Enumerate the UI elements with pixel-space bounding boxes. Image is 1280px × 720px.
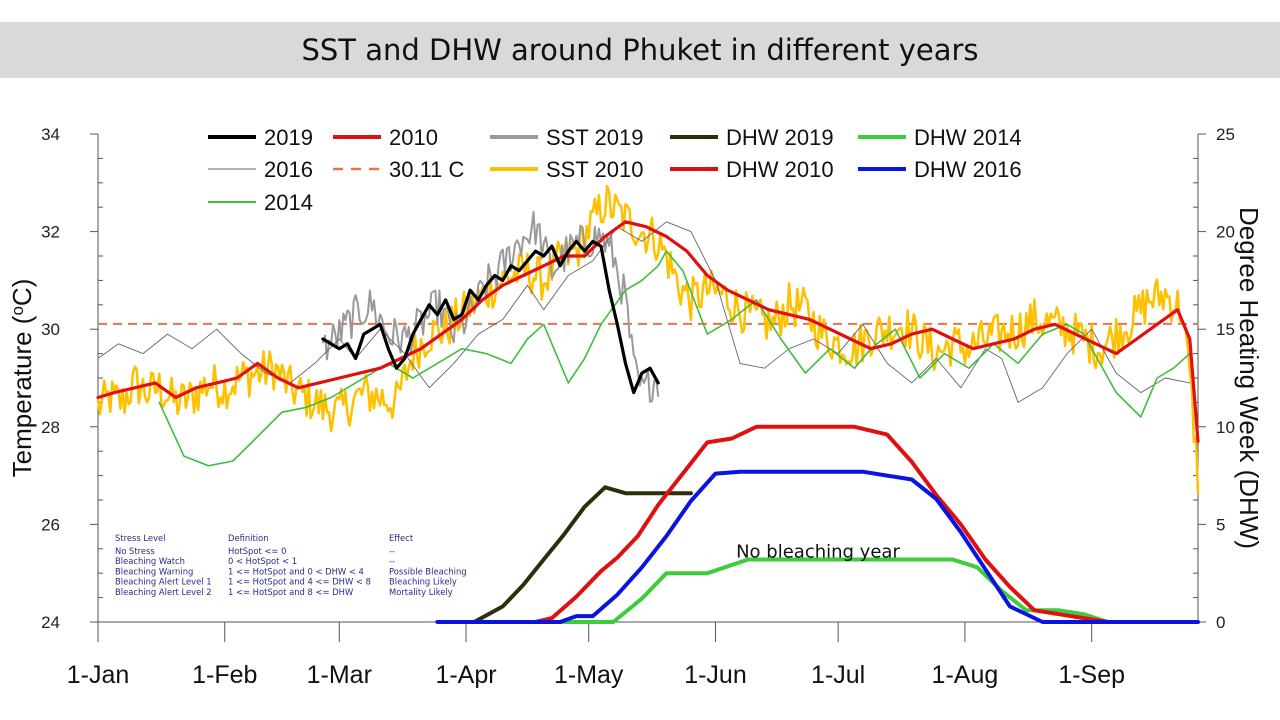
stress-table-header-effect: Effect bbox=[389, 533, 414, 543]
stress-table-cell: Bleaching Warning bbox=[115, 566, 193, 576]
chart-title: SST and DHW around Phuket in different y… bbox=[301, 33, 979, 67]
x-tick-label-1-sep: 1-Sep bbox=[1058, 661, 1125, 689]
series-sst-2010 bbox=[96, 184, 1200, 495]
y-right-tick-label: 10 bbox=[1216, 418, 1235, 437]
y-right-tick-label: 20 bbox=[1216, 223, 1235, 242]
series-dhw-2019 bbox=[472, 485, 693, 624]
y-right-tick-label: 5 bbox=[1216, 515, 1225, 534]
stress-table-cell: 1 <= HotSpot and 8 <= DHW bbox=[228, 587, 353, 597]
stress-table-cell: Bleaching Alert Level 1 bbox=[115, 577, 212, 587]
stress-table-header-definition: Definition bbox=[228, 533, 269, 543]
legend-label-dhw-2016: DHW 2016 bbox=[914, 157, 1022, 182]
y-left-tick-label: 34 bbox=[41, 125, 60, 144]
y-axis-right-title: Degree Heating Week (DHW) bbox=[1234, 207, 1264, 549]
legend-label-30-11-c: 30.11 C bbox=[389, 157, 465, 182]
stress-table-cell: -- bbox=[389, 556, 395, 566]
series-2014 bbox=[158, 250, 1191, 467]
stress-table-cell: 1 <= HotSpot and 0 < DHW < 4 bbox=[228, 566, 364, 576]
legend-label-sst-2010: SST 2010 bbox=[546, 157, 643, 182]
legend-label-2014: 2014 bbox=[264, 190, 313, 215]
stress-table-cell: Bleaching Likely bbox=[389, 577, 457, 587]
legend: 2019 2010 SST 2019 DHW 2019 DHW 2014 2016 30.1… bbox=[208, 125, 1022, 215]
title-bar: SST and DHW around Phuket in different y… bbox=[0, 22, 1280, 78]
series-2010 bbox=[96, 220, 1200, 443]
x-tick-label-1-jan: 1-Jan bbox=[67, 661, 130, 689]
annotation-no-bleaching-year: No bleaching year bbox=[736, 542, 900, 563]
legend-label-dhw-2014: DHW 2014 bbox=[914, 125, 1022, 150]
stress-table-cell: HotSpot <= 0 bbox=[228, 546, 286, 556]
stress-table-cell: 1 <= HotSpot and 4 <= DHW < 8 bbox=[228, 577, 371, 587]
series-dhw-2016 bbox=[435, 469, 1200, 624]
legend-label-sst-2019: SST 2019 bbox=[546, 125, 643, 150]
series-dhw-2010 bbox=[500, 424, 1110, 624]
y-left-tick-label: 26 bbox=[41, 515, 60, 534]
y-left-tick-label: 24 bbox=[41, 613, 60, 632]
series-sst-2019 bbox=[321, 211, 660, 403]
x-tick-label-1-mar: 1-Mar bbox=[307, 661, 372, 689]
x-tick-label-1-apr: 1-Apr bbox=[435, 661, 496, 689]
x-tick-label-1-feb: 1-Feb bbox=[192, 661, 257, 689]
legend-label-2010: 2010 bbox=[389, 125, 438, 150]
x-tick-label-1-jun: 1-Jun bbox=[684, 661, 747, 689]
stress-table-cell: No Stress bbox=[115, 546, 155, 556]
stress-table-cell: Bleaching Watch bbox=[115, 556, 185, 566]
legend-label-2019: 2019 bbox=[264, 125, 313, 150]
stress-table-cell: -- bbox=[389, 546, 395, 556]
y-left-tick-label: 28 bbox=[41, 418, 60, 437]
y-left-tick-label: 32 bbox=[41, 223, 60, 242]
y-right-tick-label: 0 bbox=[1216, 613, 1225, 632]
series-2019 bbox=[321, 239, 660, 395]
legend-label-dhw-2010: DHW 2010 bbox=[726, 157, 834, 182]
y-right-tick-label: 25 bbox=[1216, 125, 1235, 144]
stress-table-cell: 0 < HotSpot < 1 bbox=[228, 556, 297, 566]
stress-table-cell: Possible Bleaching bbox=[389, 566, 467, 576]
stress-level-table: Stress Level Definition Effect No Stress Hot… bbox=[115, 533, 467, 597]
y-axis-left-title: Temperature (oC) bbox=[7, 279, 37, 478]
x-tick-label-1-jul: 1-Jul bbox=[811, 661, 865, 689]
stress-table-cell: Bleaching Alert Level 2 bbox=[115, 587, 212, 597]
y-left-tick-label: 30 bbox=[41, 320, 60, 339]
x-tick-label-1-aug: 1-Aug bbox=[932, 661, 999, 689]
legend-label-2016: 2016 bbox=[264, 157, 313, 182]
y-right-tick-label: 15 bbox=[1216, 320, 1235, 339]
stress-table-header-stress-level: Stress Level bbox=[115, 533, 166, 543]
x-tick-label-1-may: 1-May bbox=[554, 661, 624, 689]
legend-label-dhw-2019: DHW 2019 bbox=[726, 125, 834, 150]
stress-table-cell: Mortality Likely bbox=[389, 587, 453, 597]
